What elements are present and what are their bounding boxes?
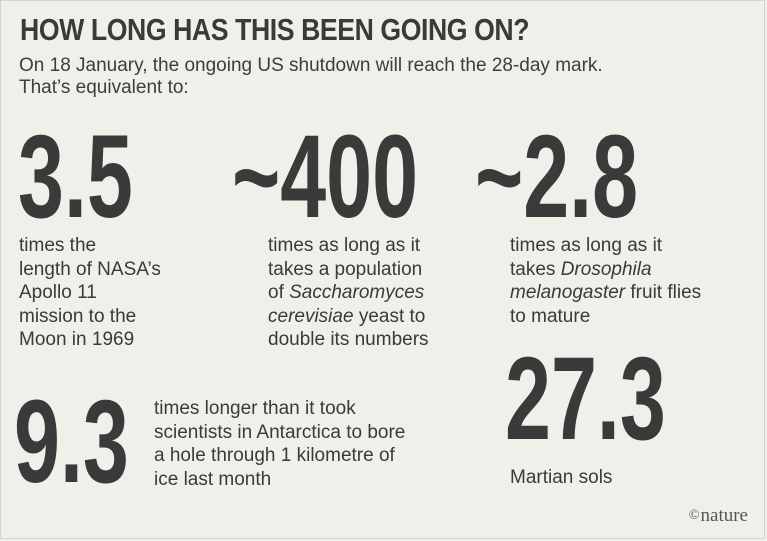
stat-description-apollo: times the length of NASA’s Apollo 11 mis… <box>19 234 161 352</box>
subtitle-line-2: That’s equivalent to: <box>19 77 189 98</box>
stat-line-text: takes <box>510 258 561 280</box>
nature-logo: ©nature <box>689 505 748 527</box>
stat-line: to mature <box>510 305 591 327</box>
species-name: Saccharomyces <box>289 282 425 303</box>
stat-value-yeast: ~400 <box>232 111 419 243</box>
page-title: HOW LONG HAS THIS BEEN GOING ON? <box>20 12 530 47</box>
stat-description-martian-sols: Martian sols <box>510 466 612 490</box>
stat-line: times as long as it <box>268 235 421 256</box>
stat-description-antarctica: times longer than it took scientists in … <box>154 397 405 491</box>
stat-line: a hole through 1 kilometre of <box>154 445 395 466</box>
stat-line: cerevisiae yeast to <box>268 305 429 329</box>
stat-description-yeast: times as long as it takes a population o… <box>268 234 429 352</box>
subtitle: On 18 January, the ongoing US shutdown w… <box>19 55 719 99</box>
stat-line-text: yeast to <box>353 305 426 327</box>
stat-value-antarctica: 9.3 <box>14 376 129 508</box>
stat-description-fruit-fly: times as long as it takes Drosophila mel… <box>510 234 701 328</box>
copyright-icon: © <box>688 508 700 523</box>
nature-wordmark: nature <box>700 505 748 526</box>
stat-value-apollo: 3.5 <box>18 111 133 243</box>
species-name: Drosophila <box>560 258 652 280</box>
stat-line: length of NASA’s <box>19 258 161 280</box>
stat-value-martian-sols: 27.3 <box>505 333 666 465</box>
stat-line: Moon in 1969 <box>19 329 135 350</box>
stat-line: times the <box>19 235 97 256</box>
stat-line: scientists in Antarctica to bore <box>154 421 406 443</box>
stat-line: melanogaster fruit flies <box>510 281 701 305</box>
species-name: melanogaster <box>510 282 626 303</box>
stat-line: takes a population <box>268 258 423 280</box>
stat-line: Martian sols <box>510 467 613 488</box>
subtitle-line-1: On 18 January, the ongoing US shutdown w… <box>19 55 603 76</box>
stat-line: mission to the <box>19 305 137 327</box>
stat-line: ice last month <box>154 468 272 490</box>
stat-line: times longer than it took <box>154 398 356 419</box>
stat-line: times as long as it <box>510 235 663 256</box>
stat-line: of Saccharomyces <box>268 281 429 305</box>
stat-line-text: of <box>268 282 290 303</box>
stat-line-text: fruit flies <box>625 282 702 303</box>
stat-line: Apollo 11 <box>19 282 97 303</box>
stat-line: takes Drosophila <box>510 258 701 282</box>
stat-value-fruit-fly: ~2.8 <box>475 111 639 243</box>
stat-line: double its numbers <box>268 329 429 350</box>
species-name: cerevisiae <box>268 305 354 327</box>
